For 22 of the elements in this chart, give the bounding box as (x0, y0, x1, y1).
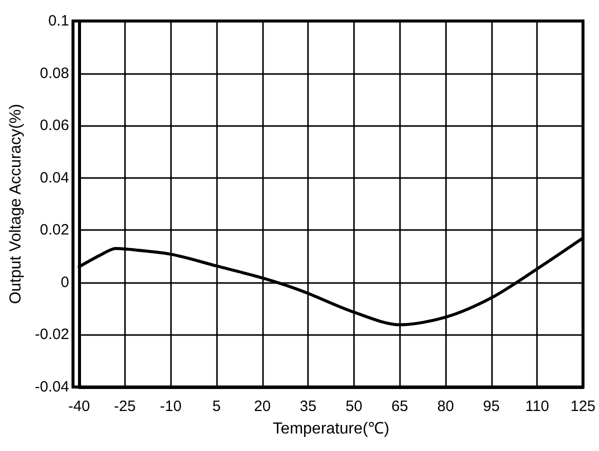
y-tick-label: 0.08 (40, 64, 70, 82)
x-tick-label: 95 (483, 398, 500, 415)
x-tick-label: 35 (300, 398, 316, 415)
x-tick-label: 80 (437, 398, 454, 415)
x-axis-title: Temperature(℃) (272, 420, 390, 438)
y-tick-label: -0.02 (34, 326, 70, 344)
y-tick-label: -0.04 (34, 378, 70, 396)
y-tick-label: 0.1 (48, 12, 70, 30)
y-tick-label: 0.04 (40, 169, 70, 186)
y-tick-label: 0.06 (40, 117, 70, 134)
x-tick-label: 125 (570, 398, 596, 415)
x-tick-label: 50 (346, 398, 362, 415)
x-tick-label: 110 (525, 398, 550, 415)
x-tick-label: 5 (212, 398, 221, 415)
x-tick-label: -10 (160, 398, 182, 415)
y-axis-title: Output Voltage Accuracy(%) (8, 104, 24, 304)
y-tick-label: 0.02 (40, 222, 70, 239)
x-tick-label: -40 (68, 398, 90, 415)
x-tick-label: -25 (114, 398, 136, 415)
x-tick-label: 65 (391, 398, 408, 415)
y-tick-label: 0 (60, 274, 70, 291)
x-tick-label: 20 (254, 398, 271, 415)
